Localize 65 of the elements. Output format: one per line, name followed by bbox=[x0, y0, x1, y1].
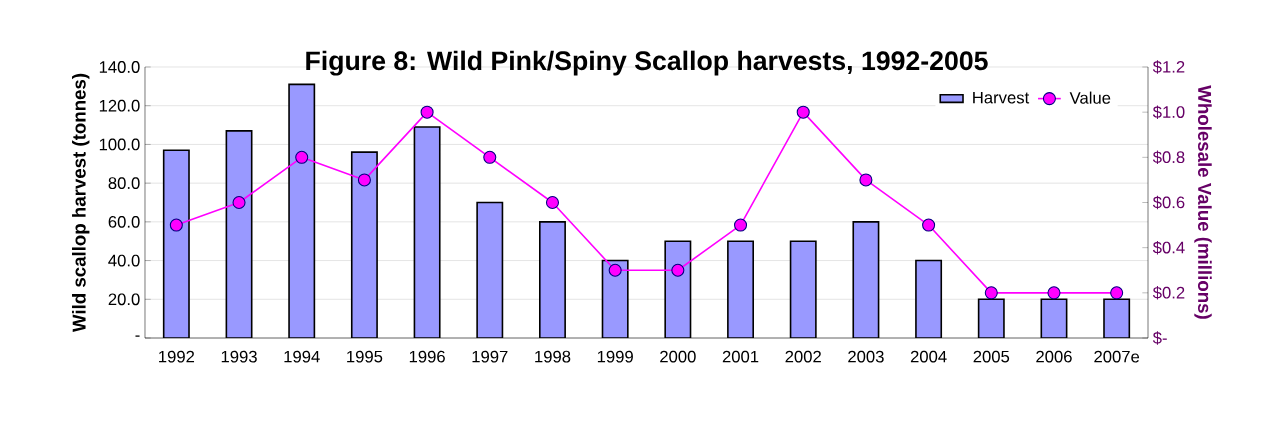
x-tick-label: 1995 bbox=[347, 350, 383, 363]
bar bbox=[789, 240, 817, 338]
y-tick-label: 140.0 bbox=[99, 61, 140, 73]
y-tick-label: 100.0 bbox=[99, 138, 140, 151]
y2-axis-title: Wholesale Value (millions) bbox=[1194, 85, 1212, 319]
y2-tick-label: $- bbox=[1152, 331, 1167, 345]
point bbox=[608, 263, 622, 277]
bar bbox=[162, 149, 190, 338]
y2-tick-label: $0.4 bbox=[1152, 240, 1185, 255]
y2-tick-label: $1.0 bbox=[1152, 105, 1185, 119]
x-tick-label: 2007e bbox=[1094, 350, 1140, 363]
y-tick-label: 120.0 bbox=[99, 99, 140, 112]
point bbox=[357, 173, 371, 187]
point bbox=[984, 286, 998, 300]
y-axis-title: Wild scallop harvest (tonnes) bbox=[72, 73, 90, 333]
y2-tick-label: $0.8 bbox=[1152, 150, 1185, 165]
point bbox=[734, 218, 748, 232]
point bbox=[483, 150, 497, 164]
x-tick-label: 1999 bbox=[597, 350, 633, 363]
x-tick-label: 2003 bbox=[848, 350, 884, 363]
x-tick-label: 2004 bbox=[910, 350, 947, 363]
y-tick-label: 60.0 bbox=[108, 215, 140, 228]
x-tick-label: 1998 bbox=[535, 350, 571, 363]
y2-tick-label: $0.2 bbox=[1152, 286, 1185, 300]
y-tick-label: 40.0 bbox=[108, 254, 140, 267]
x-tick-label: 1993 bbox=[221, 350, 257, 363]
y-tick-label: - bbox=[135, 335, 140, 337]
bar bbox=[476, 201, 504, 338]
bar bbox=[977, 298, 1005, 338]
point bbox=[1110, 286, 1124, 300]
bar bbox=[225, 130, 253, 338]
x-tick-label: 2006 bbox=[1036, 350, 1072, 363]
legend-label: Value bbox=[1069, 91, 1111, 104]
point bbox=[859, 173, 873, 187]
point bbox=[232, 195, 246, 210]
x-tick-label: 2005 bbox=[973, 350, 1010, 363]
bar bbox=[852, 221, 880, 338]
bar bbox=[601, 259, 629, 338]
bar bbox=[664, 240, 692, 338]
x-tick-label: 2002 bbox=[785, 350, 821, 363]
point bbox=[169, 218, 183, 232]
chart-title: Figure 8: Wild Pink/Spiny Scallop harvests, 1992-2005 bbox=[306, 50, 988, 76]
point bbox=[796, 105, 810, 119]
point bbox=[545, 195, 560, 210]
legend-label: Harvest bbox=[973, 91, 1030, 104]
bar bbox=[1103, 298, 1131, 338]
x-tick-label: 1992 bbox=[159, 350, 195, 363]
point bbox=[420, 105, 434, 119]
y-tick-label: 80.0 bbox=[108, 177, 140, 190]
x-tick-label: 1994 bbox=[284, 350, 320, 363]
bar bbox=[350, 151, 378, 338]
bar bbox=[413, 126, 441, 338]
y2-tick-label: $1.2 bbox=[1152, 60, 1185, 74]
point bbox=[922, 218, 936, 232]
bar bbox=[288, 83, 316, 338]
point bbox=[295, 150, 309, 164]
point bbox=[1047, 286, 1061, 300]
y2-tick-label: $0.6 bbox=[1152, 195, 1185, 210]
x-tick-label: 1997 bbox=[472, 350, 508, 363]
x-tick-label: 2000 bbox=[660, 350, 696, 363]
bar bbox=[1040, 298, 1068, 338]
y-tick-label: 20.0 bbox=[108, 293, 140, 306]
x-tick-label: 2001 bbox=[722, 350, 759, 363]
point bbox=[671, 263, 685, 277]
x-tick-label: 1996 bbox=[409, 350, 445, 363]
